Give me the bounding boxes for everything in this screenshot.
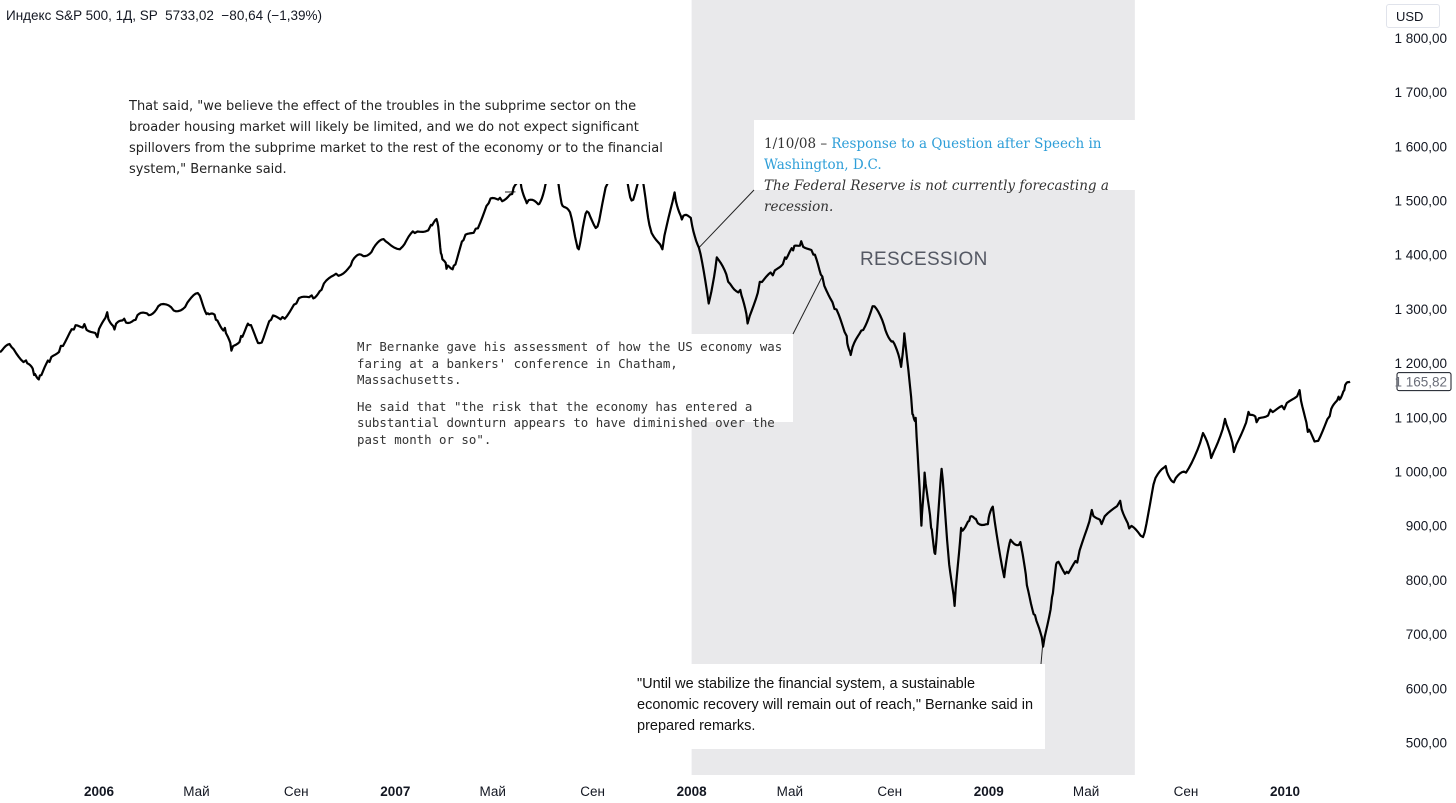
- x-tick-label: Май: [777, 784, 803, 799]
- last-price: 5733,02: [165, 8, 214, 23]
- y-tick-label: 1 200,00: [1394, 356, 1447, 371]
- callout-line-note3: [792, 276, 823, 335]
- annotation-quote: The Federal Reserve is not currently for…: [764, 178, 1109, 215]
- x-tick-label: 2009: [974, 784, 1004, 799]
- x-tick-label: 2006: [84, 784, 115, 799]
- x-tick-label: Май: [183, 784, 209, 799]
- x-tick-label: 2010: [1270, 784, 1300, 799]
- annotation-paragraph: Mr Bernanke gave his assessment of how t…: [357, 339, 783, 387]
- price-change: −80,64 (−1,39%): [221, 8, 322, 23]
- sp500-price-line: [0, 162, 1351, 648]
- annotation-chatham-assessment[interactable]: Mr Bernanke gave his assessment of how t…: [347, 334, 793, 447]
- symbol-name: Индекс S&P 500, 1Д, SP: [6, 8, 158, 23]
- time-axis[interactable]: 2006 Май Сен 2007 Май Сен 2008 Май Сен 2009 Май Сен…: [84, 784, 1300, 799]
- callout-line-note2: [698, 189, 755, 249]
- y-tick-label: 1 500,00: [1394, 194, 1447, 209]
- x-tick-label: Сен: [877, 784, 902, 799]
- last-price-tag: 1 165,82: [1394, 372, 1452, 392]
- y-tick-label: 600,00: [1406, 681, 1447, 696]
- y-tick-label: 1 300,00: [1394, 302, 1447, 317]
- callout-lines: [504, 189, 1044, 665]
- speech-link[interactable]: Response to a Question after Speech in W…: [764, 136, 1102, 173]
- y-tick-label: 1 700,00: [1394, 85, 1447, 100]
- x-tick-label: 2008: [677, 784, 708, 799]
- y-tick-label: 700,00: [1406, 627, 1447, 642]
- annotation-financial-system-quote[interactable]: "Until we stabilize the financial system…: [627, 664, 1045, 749]
- y-tick-label: 1 400,00: [1394, 248, 1447, 263]
- annotation-date: 1/10/08 –: [764, 136, 828, 152]
- last-price-box: [1396, 372, 1452, 392]
- annotation-recession-forecast[interactable]: 1/10/08 – Response to a Question after S…: [754, 120, 1149, 215]
- symbol-header[interactable]: Индекс S&P 500, 1Д, SP 5733,02 −80,64 (−…: [6, 8, 322, 23]
- recession-label: RESCESSION: [860, 249, 988, 270]
- price-axis[interactable]: 1 800,00 1 700,00 1 600,00 1 500,00 1 400,00…: [1394, 31, 1447, 751]
- y-tick-label: 500,00: [1406, 735, 1447, 750]
- y-tick-label: 800,00: [1406, 573, 1447, 588]
- y-tick-label: 1 800,00: [1394, 31, 1447, 46]
- y-tick-label: 1 600,00: [1394, 139, 1447, 154]
- x-tick-label: Сен: [1174, 784, 1199, 799]
- annotation-subprime-quote[interactable]: That said, "we believe the effect of the…: [122, 92, 682, 184]
- x-tick-label: Сен: [284, 784, 309, 799]
- currency-button[interactable]: USD: [1386, 4, 1440, 28]
- x-tick-label: Май: [480, 784, 506, 799]
- x-tick-label: Сен: [580, 784, 605, 799]
- y-tick-label: 1 000,00: [1394, 465, 1447, 480]
- x-tick-label: 2007: [380, 784, 410, 799]
- x-tick-label: Май: [1073, 784, 1099, 799]
- last-price-label: 1 165,82: [1394, 375, 1447, 390]
- y-tick-label: 1 100,00: [1394, 410, 1447, 425]
- y-tick-label: 900,00: [1406, 519, 1447, 534]
- annotation-paragraph: He said that "the risk that the economy …: [357, 398, 775, 447]
